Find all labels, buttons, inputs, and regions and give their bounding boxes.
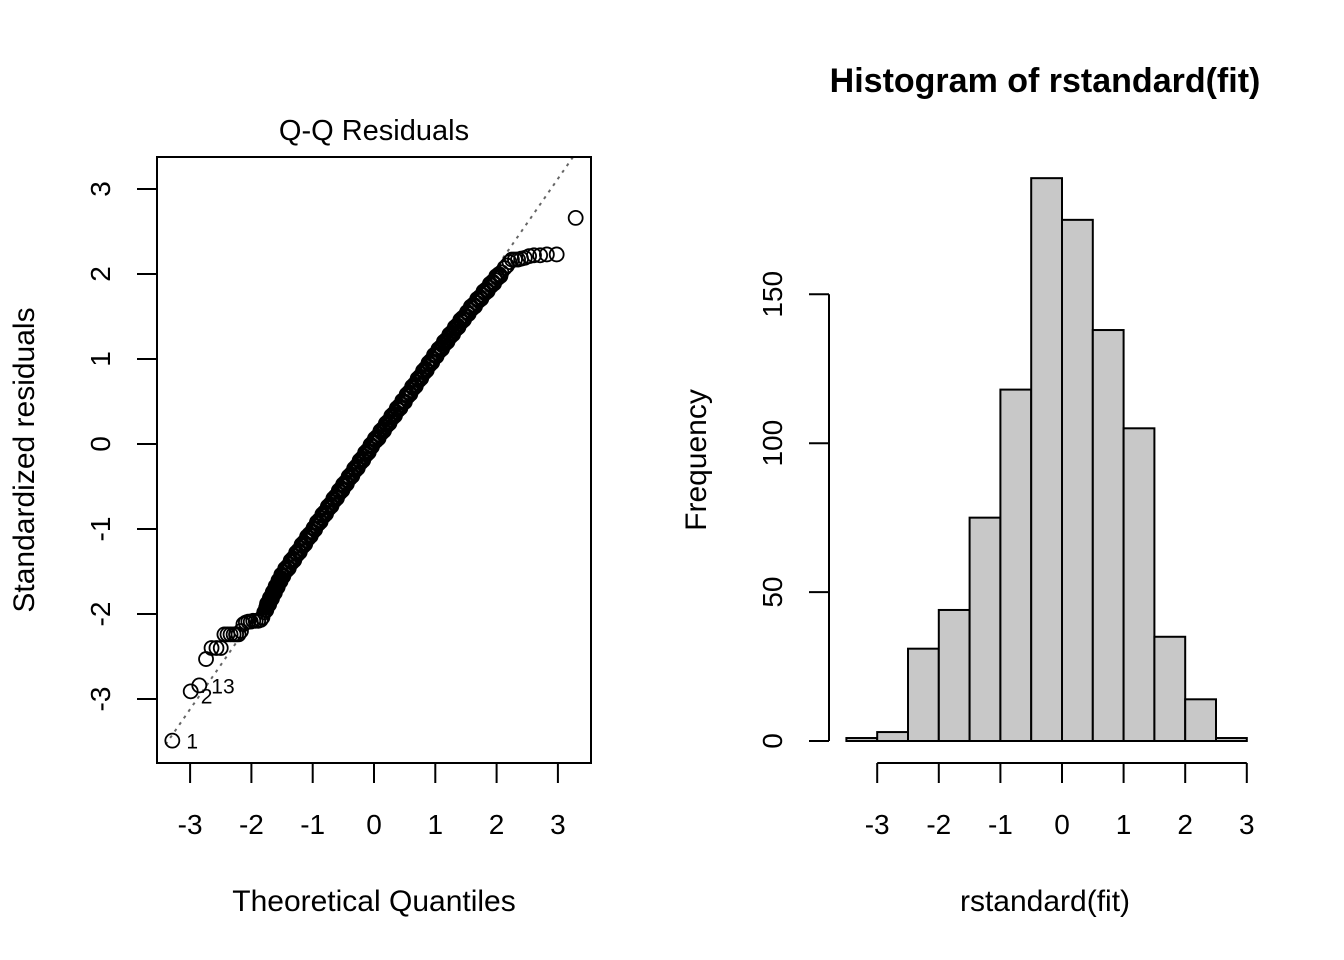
qq-y-axis-title: Standardized residuals [8,307,41,612]
qq-x-tick-label: -3 [178,809,203,840]
histogram-x-tick-label: 1 [1116,809,1132,840]
histogram-bar [876,731,910,742]
qq-point [203,640,220,656]
histogram-y-tick-label: 150 [757,271,788,318]
qq-point [526,247,542,264]
qq-plot-title: Q-Q Residuals [279,115,469,147]
histogram-x-tick-label: -3 [865,809,890,840]
qq-y-tick-label: 1 [85,351,116,367]
qq-point [538,246,555,263]
qq-y-tick-label: 2 [85,266,116,282]
qq-y-tick-label: 0 [85,436,116,452]
qq-x-tick-label: -2 [239,809,264,840]
histogram-x-tick-label: 0 [1054,809,1070,840]
qq-point [548,246,565,263]
qq-point [532,247,549,264]
histogram-bar [1153,635,1187,743]
qq-y-axis: -3 -2 -1 0 1 2 3 [85,181,157,711]
histogram-title: Histogram of rstandard(fit) [830,62,1261,100]
qq-y-tick-label: 3 [85,181,116,197]
qq-x-tick-label: 1 [428,809,444,840]
qq-point [567,209,584,226]
histogram-bar [1122,427,1156,742]
histogram-bar [1215,737,1248,742]
histogram-y-tick-label: 50 [757,577,788,608]
qq-y-tick-label: -1 [85,517,116,542]
qq-y-tick-label: -3 [85,687,116,712]
qq-plot-frame [156,156,592,764]
histogram-y-axis-title: Frequency [680,389,713,531]
histogram-x-tick-label: -2 [926,809,951,840]
qq-point-label: 1 [186,731,198,754]
histogram-bar [1091,329,1125,742]
histogram-bar [937,608,971,743]
histogram-x-tick-label: 2 [1177,809,1193,840]
histogram-bar [968,516,1002,743]
histogram-x-tick-label: 3 [1239,809,1255,840]
histogram-x-axis-title: rstandard(fit) [960,885,1130,918]
qq-x-tick-label: -1 [300,809,325,840]
histogram-bar [907,647,940,743]
qq-x-tick-label: 0 [366,809,382,840]
histogram-bar [1030,177,1063,742]
qq-x-tick-label: 2 [489,809,505,840]
histogram-bars-layer [845,177,1248,743]
qq-point [258,600,275,616]
qq-point [164,732,181,749]
histogram-x-tick-label: -1 [988,809,1013,840]
qq-point-label: 2 [201,685,213,708]
histogram-y-tick-label: 0 [757,733,788,749]
histogram-y-axis: 0 50 100 150 [757,271,830,749]
qq-point [191,677,208,694]
histogram-bar [1184,698,1217,742]
qq-point [230,626,247,643]
histogram-y-tick-label: 100 [757,420,788,467]
histogram-bar [1061,218,1094,743]
qq-point [208,640,225,656]
qq-point-label: 13 [211,675,234,698]
histogram-bar [845,737,879,742]
qq-x-axis-title: Theoretical Quantiles [232,885,515,918]
histogram-bar [999,388,1033,742]
qq-y-tick-label: -2 [85,602,116,627]
histogram-panel: Histogram of rstandard(fit) -3 -2 -1 0 1 2 3 0… [680,62,1260,918]
histogram-x-axis: -3 -2 -1 0 1 2 3 [865,762,1255,840]
qq-x-tick-label: 3 [550,809,566,840]
